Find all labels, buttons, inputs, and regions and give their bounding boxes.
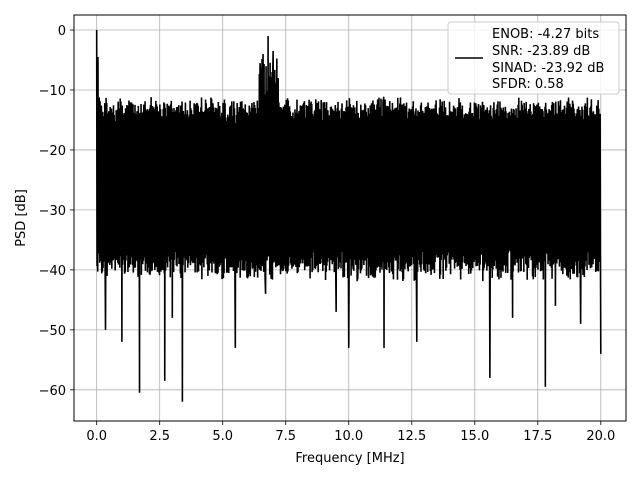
legend-line-sinad: SINAD: -23.92 dB — [492, 61, 604, 76]
y-tick-label: −50 — [39, 324, 66, 339]
legend-line-sfdr: SFDR: 0.58 — [492, 77, 564, 92]
y-tick-label: −40 — [39, 264, 66, 279]
series-psd — [95, 29, 602, 402]
y-axis-label: PSD [dB] — [14, 189, 29, 247]
legend: ENOB: -4.27 bits SNR: -23.89 dB SINAD: -… — [447, 21, 620, 95]
x-tick-label: 17.5 — [523, 429, 552, 444]
legend-box — [447, 21, 620, 95]
x-axis-label: Frequency [MHz] — [295, 451, 404, 466]
y-tick-label: −60 — [39, 384, 66, 399]
x-tick-label: 12.5 — [397, 429, 426, 444]
x-tick-label: 7.5 — [275, 429, 296, 444]
y-tick-label: −20 — [39, 144, 66, 159]
x-tick-label: 10.0 — [334, 429, 363, 444]
psd-line — [95, 29, 602, 402]
legend-line-snr: SNR: -23.89 dB — [492, 44, 590, 59]
x-tick-label: 2.5 — [149, 429, 170, 444]
legend-line-enob: ENOB: -4.27 bits — [492, 27, 599, 42]
y-tick-label: −30 — [39, 204, 66, 219]
y-tick-label: 0 — [58, 24, 66, 39]
axes-frame — [73, 14, 627, 422]
y-tick-label: −10 — [39, 84, 66, 99]
x-tick-label: 20.0 — [586, 429, 615, 444]
x-tick-label: 0.0 — [86, 429, 107, 444]
x-tick-label: 5.0 — [212, 429, 233, 444]
x-tick-label: 15.0 — [460, 429, 489, 444]
y-axis-ticks: 0 −10 −20 −30 −40 −50 −60 — [39, 24, 74, 399]
x-axis-ticks: 0.0 2.5 5.0 7.5 10.0 12.5 15.0 17.5 20.0 — [86, 421, 615, 444]
